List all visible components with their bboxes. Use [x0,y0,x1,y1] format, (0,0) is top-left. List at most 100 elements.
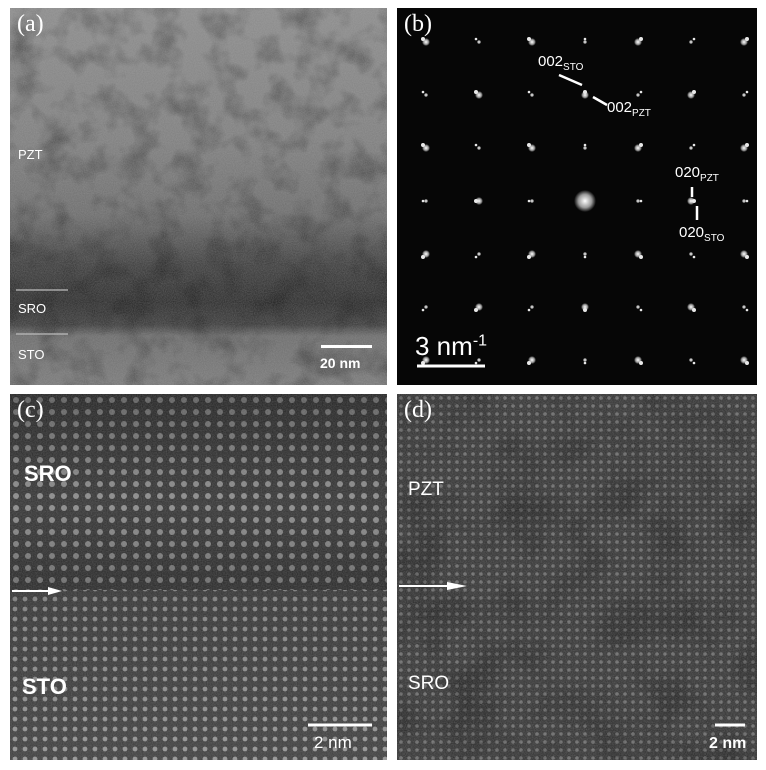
split-spot [692,90,696,94]
split-spot [583,361,587,365]
scale-bar-label-c: 2 nm [314,733,352,752]
split-spot [639,37,643,41]
split-spot [583,143,587,147]
panel-label-b: (b) [404,11,432,37]
split-spot [692,361,696,365]
split-spot [527,37,531,41]
split-spot [639,308,643,312]
scale-bar-label-d: 2 nm [709,735,747,752]
diffraction-spot [635,92,641,98]
panel-label-a: (a) [17,11,44,37]
layer-label-sro: SRO [24,461,72,486]
layer-label-pzt: PZT [408,479,444,500]
diffraction-spot [688,39,694,45]
diffraction-spot [476,145,482,151]
split-spot [421,308,425,312]
layer-label-sto: STO [22,674,67,699]
diffraction-spot [423,92,429,98]
split-spot [745,361,749,365]
split-spot [474,199,478,203]
split-spot [421,37,425,41]
split-spot [583,37,587,41]
split-spot [474,143,478,147]
split-spot [639,199,643,203]
split-spot [474,255,478,259]
diffraction-spot [741,304,747,310]
diffraction-spot [423,198,429,204]
diffraction-pattern [417,37,749,368]
split-spot [692,199,696,203]
tem-panel-a: (a) PZT SRO STO 20 nm [10,8,387,385]
annotation-020-sto: 020STO [679,224,725,244]
diffraction-spot [581,303,589,311]
split-spot [527,90,531,94]
split-spot [745,37,749,41]
split-spot [474,308,478,312]
diffraction-spot [635,198,641,204]
diffraction-spot [687,197,695,205]
hrtem-image-c [10,394,387,760]
annotation-020-pzt: 020PZT [675,164,719,184]
split-spot [527,361,531,365]
annotation-002-pzt: 002PZT [607,99,651,119]
split-spot [474,361,478,365]
diffraction-spot [581,91,589,99]
split-spot [421,199,425,203]
hrtem-panel-d: (d) PZT SRO 2 nm [397,394,757,760]
diffraction-spot [688,145,694,151]
diffraction-spot [529,198,535,204]
diffraction-spot [476,251,482,257]
split-spot [692,255,696,259]
split-spot [474,90,478,94]
split-spot [527,255,531,259]
layer-label-sro: SRO [18,301,47,316]
panel-label-d: (d) [404,397,432,423]
split-spot [421,361,425,365]
split-spot [639,361,643,365]
split-spot [745,199,749,203]
split-spot [527,199,531,203]
diffraction-spot [475,197,483,205]
scale-bar-label-b: 3 nm-1 [415,331,488,361]
diffraction-spot [582,251,588,257]
scale-bar-label-a: 20 nm [320,355,361,371]
diffraction-spot [582,39,588,45]
split-spot [745,308,749,312]
diffraction-spot [529,92,535,98]
tem-image-a [10,8,387,385]
split-spot [692,37,696,41]
split-spot [527,308,531,312]
split-spot [639,143,643,147]
layer-label-pzt: PZT [18,147,43,162]
split-spot [421,255,425,259]
diffraction-spot [476,357,482,363]
split-spot [745,255,749,259]
hrtem-image-d [397,394,757,760]
diffraction-spot [741,198,747,204]
central-beam-spot [574,190,596,212]
diffraction-panel-b: (b) 002STO 002PZT 020PZT 020STO 3 nm-1 [397,8,757,385]
split-spot [692,143,696,147]
diffraction-spot [582,145,588,151]
diffraction-spot [582,357,588,363]
split-spot [421,90,425,94]
layer-label-sto: STO [18,347,45,362]
split-spot [745,143,749,147]
split-spot [527,143,531,147]
diffraction-spot [423,304,429,310]
split-spot [474,37,478,41]
split-spot [583,90,587,94]
split-spot [639,255,643,259]
split-spot [639,90,643,94]
hrtem-panel-c: (c) SRO STO 2 nm [10,394,387,760]
split-spot [745,90,749,94]
split-spot [692,308,696,312]
split-spot [421,143,425,147]
annotation-002-sto: 002STO [538,53,584,73]
diffraction-spot [476,39,482,45]
split-spot [583,308,587,312]
diffraction-spot [688,251,694,257]
diffraction-spot [529,304,535,310]
diffraction-spot [635,304,641,310]
split-spot [583,255,587,259]
